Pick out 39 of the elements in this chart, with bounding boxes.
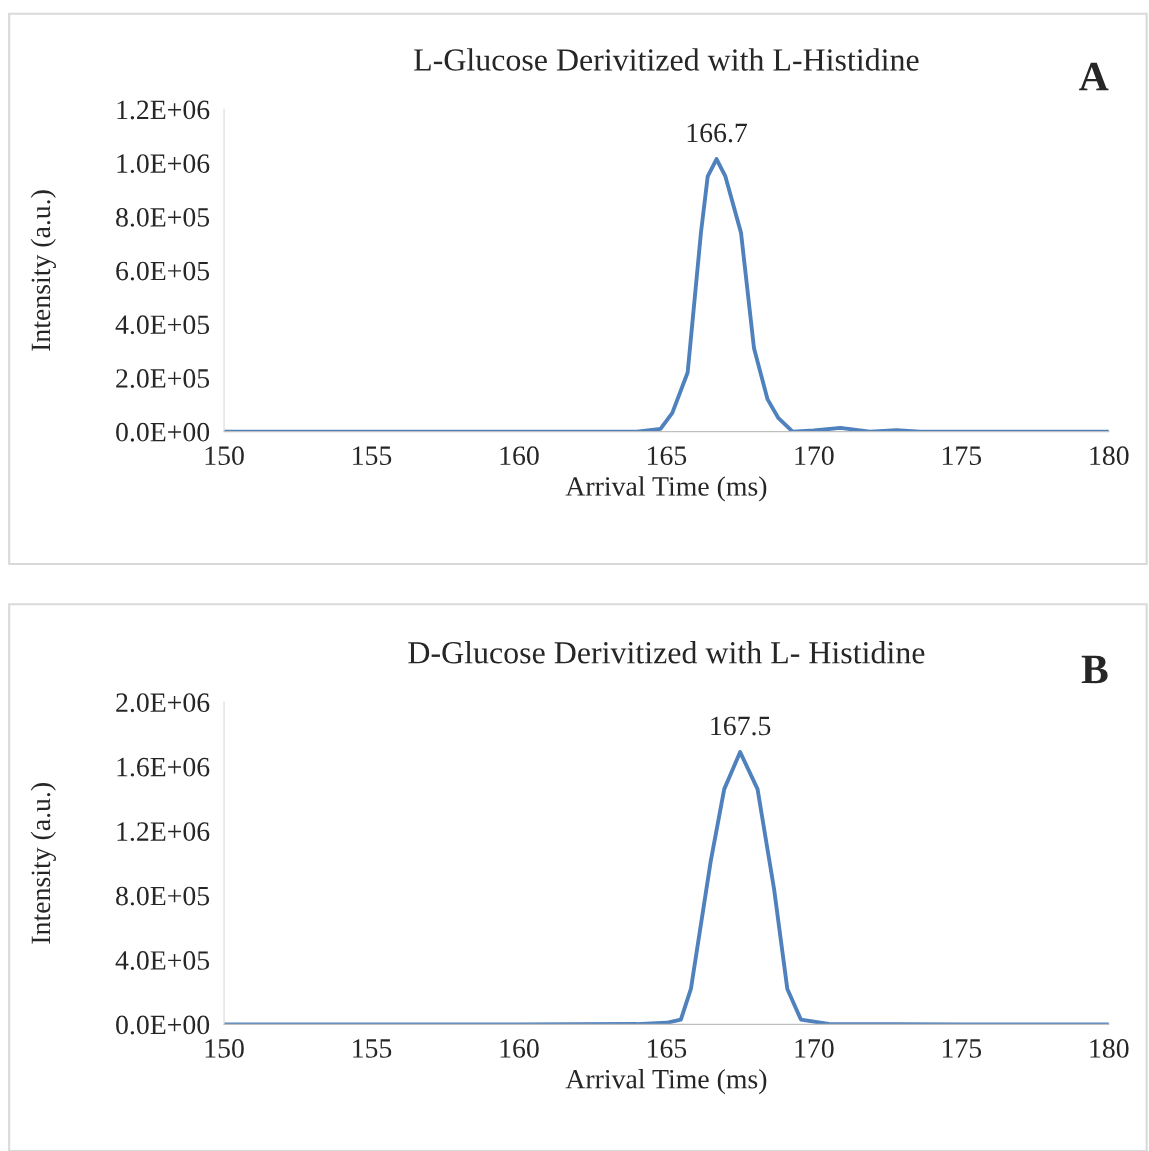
y-tick-label: 8.0E+05 (116, 207, 210, 227)
x-tick-label: 155 (353, 446, 392, 466)
text: B (1081, 655, 1108, 684)
x-tick-label: 180 (1090, 446, 1129, 466)
chart-title: L-Glucose Derivitized with L-Histidine (414, 48, 919, 71)
annotation: 166.7 (687, 123, 748, 143)
y-tick-label: 4.0E+05 (115, 951, 210, 970)
x-axis-title: Arrival Time (ms) (565, 1069, 767, 1095)
x-tick-label: 160 (500, 1039, 539, 1058)
x-tick-label: 175 (942, 446, 982, 466)
y-tick-label: 1.6E+06 (117, 757, 210, 777)
y-tick-label: 6.0E+05 (116, 261, 210, 281)
x-tick-label: 175 (942, 1039, 982, 1058)
y-tick-label: 1.2E+06 (117, 822, 210, 842)
line-series (224, 750, 1109, 1025)
x-tick-label: 150 (205, 446, 244, 466)
annotation: 167.5 (711, 716, 771, 736)
y-tick-label: 2.0E+05 (116, 369, 210, 388)
x-tick-label: 160 (500, 446, 539, 466)
text: A (1079, 62, 1109, 91)
chart-title: D-Glucose Derivitized with L- Histidine (408, 641, 925, 664)
x-tick-label: 150 (205, 1039, 244, 1058)
x-tick-label: 165 (648, 1039, 687, 1058)
y-tick-label: 2.0E+06 (116, 693, 210, 713)
y-tick-label: 8.0E+05 (116, 886, 210, 906)
x-tick-label: 155 (353, 1039, 392, 1058)
x-tick-label: 170 (795, 446, 834, 466)
y-axis-title: Intensity (a.u.) (30, 783, 56, 944)
x-tick-label: 180 (1090, 1039, 1129, 1058)
y-tick-label: 0.0E+00 (116, 422, 210, 442)
line-series (224, 157, 1109, 432)
y-axis-title: Intensity (a.u.) (30, 190, 56, 351)
y-tick-label: 4.0E+05 (115, 315, 210, 335)
y-tick-label: 1.2E+06 (117, 100, 210, 120)
y-tick-label: 1.0E+06 (117, 154, 210, 174)
x-tick-label: 170 (795, 1039, 834, 1058)
y-tick-label: 0.0E+00 (116, 1015, 210, 1035)
x-axis-title: Arrival Time (ms) (565, 476, 767, 502)
x-tick-label: 165 (648, 446, 687, 466)
